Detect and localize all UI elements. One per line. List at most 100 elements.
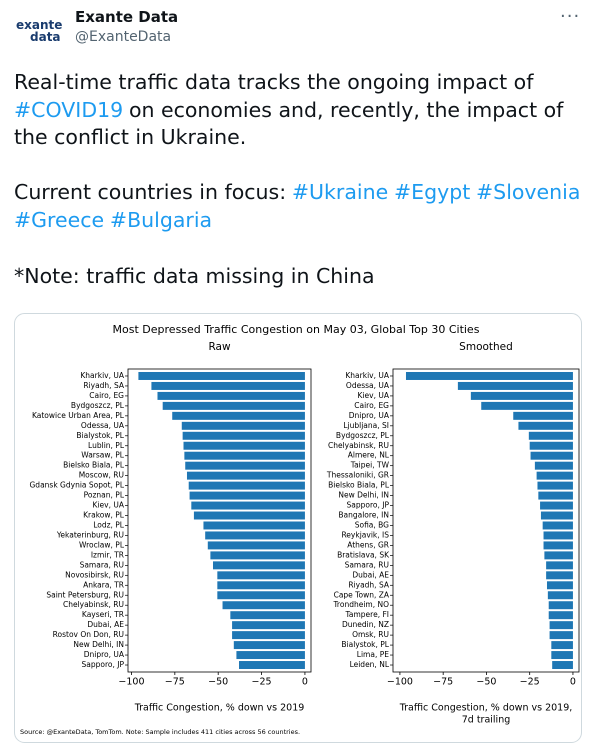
y-tick-label: Dubai, AE: [87, 620, 124, 629]
bar: [157, 391, 305, 400]
y-tick-label: Odessa, UA: [346, 381, 390, 390]
hashtag[interactable]: #Slovenia: [476, 180, 581, 204]
bar: [191, 501, 305, 510]
x-tick-label: −100: [118, 677, 144, 688]
handle[interactable]: @ExanteData: [75, 29, 172, 45]
y-tick-label: Warsaw, PL: [81, 451, 125, 460]
text-line: #Greece #Bulgaria: [14, 208, 212, 232]
hashtag[interactable]: #COVID19: [14, 98, 124, 122]
bar: [162, 401, 305, 410]
y-tick-label: Taipei, TW: [350, 461, 390, 470]
bar: [547, 591, 573, 600]
bar: [529, 441, 573, 450]
bar: [534, 461, 573, 470]
x-tick-label: −75: [165, 677, 185, 688]
y-tick-label: Ljubljana, SI: [343, 421, 389, 430]
text: Current countries in focus:: [14, 180, 287, 204]
y-tick-label: Bialystok, PL: [76, 431, 124, 440]
bar: [537, 481, 573, 490]
y-tick-label: Kharkiv, UA: [345, 371, 389, 380]
bar: [546, 561, 573, 570]
avatar[interactable]: exante data: [14, 10, 64, 50]
bar: [551, 651, 573, 660]
y-tick-label: Bielsko Biala, PL: [328, 481, 390, 490]
bar: [518, 421, 573, 430]
y-tick-label: Kayseri, TR: [82, 610, 124, 619]
hashtag[interactable]: #Ukraine: [291, 180, 389, 204]
y-tick-label: Chelyabinsk, RU: [63, 600, 124, 609]
bar: [181, 421, 305, 430]
text: the conflict in Ukraine.: [14, 125, 247, 149]
y-tick-label: Lublin, PL: [88, 441, 125, 450]
y-tick-label: Odessa, UA: [81, 421, 125, 430]
y-tick-label: Lodz, PL: [93, 520, 125, 529]
y-tick-label: Bydgoszcz, PL: [336, 431, 390, 440]
hashtag[interactable]: #Bulgaria: [109, 208, 213, 232]
y-tick-label: Saint Petersburg, RU: [46, 590, 124, 599]
axes-frame: [392, 368, 580, 673]
logo-bottom: data: [30, 30, 61, 44]
y-tick-label: Cairo, EG: [354, 401, 389, 410]
y-tick-label: New Delhi, IN: [73, 640, 124, 649]
y-tick-label: Thessaloniki, GR: [326, 471, 389, 480]
y-tick-label: Wroclaw, PL: [79, 540, 125, 549]
y-tick-label: Riyadh, SA: [83, 381, 125, 390]
bar: [552, 661, 573, 670]
bar: [548, 611, 573, 620]
bar: [546, 571, 573, 580]
y-tick-label: Samara, RU: [80, 560, 124, 569]
y-tick-label: Reykjavik, IS: [341, 530, 389, 539]
text: on economies and, recently, the impact o…: [128, 98, 564, 122]
x-tick-label: −100: [387, 677, 413, 688]
bar: [217, 591, 305, 600]
bar: [222, 601, 305, 610]
bar: [184, 451, 305, 460]
y-tick-label: Omsk, RU: [352, 630, 389, 639]
display-name[interactable]: Exante Data: [75, 8, 179, 26]
hashtag[interactable]: #Greece: [14, 208, 105, 232]
y-tick-label: Bangalore, IN: [338, 511, 389, 520]
bar: [548, 601, 573, 610]
bar: [217, 571, 305, 580]
more-button[interactable]: ···: [560, 6, 581, 27]
bar: [549, 621, 573, 630]
x-tick-label: 0: [570, 677, 576, 688]
bar: [530, 451, 573, 460]
bar: [542, 521, 573, 530]
bar: [138, 371, 305, 380]
bar: [186, 471, 305, 480]
y-tick-label: Cairo, EG: [89, 391, 124, 400]
source: Source: @ExanteData, TomTom. Note: Sampl…: [20, 728, 300, 736]
text-line: the conflict in Ukraine.: [14, 125, 246, 149]
bar: [549, 631, 573, 640]
y-tick-label: Dnipro, UA: [84, 650, 125, 659]
bar: [182, 431, 305, 440]
y-tick-label: Yekaterinburg, RU: [56, 530, 124, 539]
y-tick-label: Moscow, RU: [79, 471, 124, 480]
y-tick-label: Krakow, PL: [83, 511, 125, 520]
logo-top: exante: [16, 18, 63, 32]
bar: [536, 471, 573, 480]
y-tick-label: New Delhi, IN: [338, 491, 389, 500]
bar: [236, 651, 305, 660]
y-tick-label: Dunedin, NZ: [342, 620, 389, 629]
y-tick-label: Kiev, UA: [358, 391, 390, 400]
text-line: *Note: traffic data missing in China: [14, 264, 375, 288]
bar: [210, 551, 305, 560]
y-tick-label: Trondheim, NO: [332, 600, 389, 609]
bar: [207, 541, 305, 550]
x-axis-label: Traffic Congestion, % down vs 2019: [134, 703, 305, 714]
text: *Note: traffic data missing in China: [14, 264, 375, 288]
y-tick-label: Cape Town, ZA: [334, 590, 390, 599]
bar: [543, 541, 573, 550]
chart-image: Most Depressed Traffic Congestion on May…: [14, 313, 582, 743]
bar: [189, 491, 305, 500]
hashtag[interactable]: #Egypt: [393, 180, 471, 204]
y-tick-label: Chelyabinsk, RU: [328, 441, 389, 450]
bar: [172, 411, 305, 420]
x-tick-label: −75: [433, 677, 453, 688]
bar: [540, 511, 573, 520]
y-tick-label: Leiden, NL: [350, 660, 390, 669]
bar: [151, 381, 305, 390]
y-tick-label: Bratislava, SK: [337, 550, 390, 559]
